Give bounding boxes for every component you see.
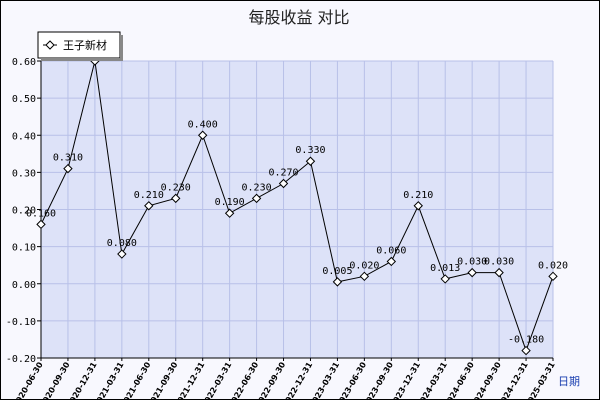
data-label: 0.210 (134, 190, 164, 201)
data-label: 0.160 (26, 208, 56, 219)
data-point-marker (440, 274, 450, 284)
data-label: 0.030 (457, 257, 487, 268)
data-label: 0.230 (161, 182, 191, 193)
data-point-marker (467, 267, 477, 278)
legend-shadow (120, 35, 123, 61)
data-label: 0.190 (215, 197, 245, 208)
legend-shadow-bottom (41, 58, 123, 61)
data-point-marker (413, 201, 423, 211)
y-tick-label: 0.30 (12, 168, 36, 179)
series-layer: 0.1600.3100.0800.2100.2300.4000.1900.230… (26, 56, 568, 356)
series-line (40, 60, 554, 353)
y-axis-ticks: 0.60 0.50 0.40 0.30 0.20 0.10 0.00 -0.10 -0.20 (6, 57, 36, 365)
y-tick-label: 0.20 (12, 206, 36, 217)
y-tick-label: 0.00 (12, 280, 36, 291)
legend-diamond-marker (45, 40, 55, 50)
data-point-marker (224, 208, 235, 218)
data-point-marker (63, 163, 73, 174)
data-point-marker (144, 201, 154, 211)
legend: 王子新材 (37, 31, 123, 61)
x-tick-label: 2020-06-30 (11, 360, 45, 399)
data-label: 0.270 (268, 168, 298, 179)
data-label: 0.030 (484, 257, 514, 268)
y-tick-label: 0.40 (12, 131, 36, 142)
data-point-marker (494, 267, 504, 278)
data-point-marker (171, 193, 181, 204)
x-axis-ticks: 2020-06-302020-09-302020-12-312021-03-31… (11, 360, 557, 404)
data-label: 0.005 (322, 266, 352, 277)
legend-series-name: 王子新材 (63, 38, 107, 52)
data-point-marker (305, 156, 316, 166)
data-point-marker (521, 345, 531, 356)
y-tick-label: 0.60 (12, 57, 36, 68)
data-point-marker (36, 219, 46, 230)
data-label: 0.060 (376, 245, 406, 256)
data-label: 0.080 (107, 238, 137, 249)
data-label: 0.310 (53, 153, 83, 164)
data-label: 0.230 (242, 182, 272, 193)
x-axis-label: 日期 (558, 375, 580, 388)
data-label: 0.020 (349, 260, 379, 271)
y-tick-label: 0.10 (12, 243, 36, 254)
data-point-marker (359, 271, 370, 282)
data-point-marker (117, 249, 127, 259)
y-tick-label: -0.10 (6, 317, 36, 328)
data-point-marker (197, 130, 208, 140)
axes (37, 60, 554, 361)
data-label: -0.180 (508, 335, 544, 346)
data-point-marker (332, 277, 343, 287)
data-label: 0.400 (188, 119, 218, 130)
data-point-marker (548, 271, 558, 282)
data-label: 0.210 (403, 190, 433, 201)
data-label: 0.020 (538, 260, 568, 271)
y-tick-label: -0.20 (6, 354, 36, 365)
y-tick-label: 0.50 (12, 94, 36, 105)
data-label: 0.330 (295, 145, 325, 156)
data-point-marker (386, 256, 397, 267)
data-label: 0.013 (430, 263, 460, 274)
data-point-marker (278, 178, 289, 189)
data-point-marker (251, 193, 262, 204)
chart-title: 每股收益 对比 (248, 8, 349, 27)
